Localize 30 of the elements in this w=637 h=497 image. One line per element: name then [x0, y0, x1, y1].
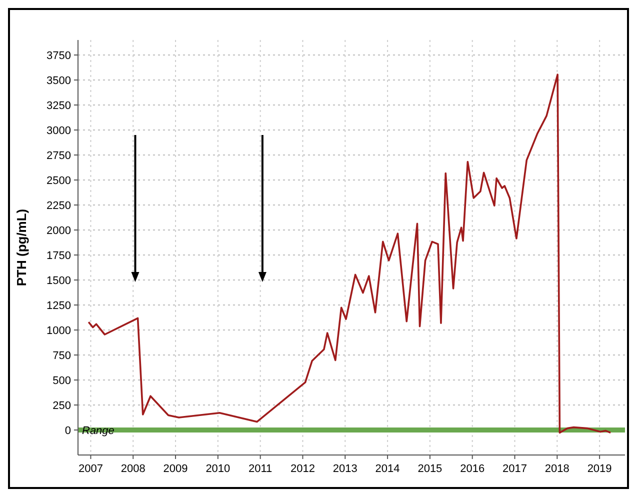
y-tick-label: 3750: [46, 50, 71, 62]
y-tick-label: 500: [52, 375, 71, 387]
y-tick-label: 250: [52, 400, 71, 412]
x-tick-label: 2015: [418, 463, 442, 475]
x-tick-label: 2010: [206, 463, 230, 475]
x-tick-label: 2017: [502, 463, 527, 475]
y-tick-label: 2000: [46, 225, 71, 237]
x-tick-label: 2011: [248, 463, 272, 475]
x-tick-label: 2014: [375, 463, 400, 475]
x-tick-label: 2007: [78, 463, 103, 475]
y-tick-label: 1000: [46, 325, 71, 337]
x-tick-label: 2016: [460, 463, 485, 475]
y-tick-label: 0: [64, 425, 71, 437]
y-tick-label: 1250: [46, 300, 71, 312]
y-tick-label: 2250: [46, 200, 71, 212]
y-tick-label: 3500: [46, 75, 71, 87]
y-tick-label: 1500: [46, 275, 71, 287]
y-tick-label: 3250: [46, 100, 71, 112]
x-tick-label: 2019: [587, 463, 612, 475]
x-tick-label: 2012: [290, 463, 315, 475]
x-tick-label: 2013: [332, 463, 358, 475]
y-tick-label: 750: [52, 350, 71, 362]
y-tick-label: 2500: [46, 175, 71, 187]
y-tick-label: 1750: [46, 250, 71, 262]
y-tick-label: 2750: [46, 150, 71, 162]
x-tick-label: 2008: [120, 463, 146, 475]
y-tick-label: 3000: [46, 125, 71, 137]
x-tick-label: 2009: [163, 463, 188, 475]
y-axis-title: PTH (pg/mL): [14, 208, 29, 286]
x-tick-label: 2018: [544, 463, 570, 475]
